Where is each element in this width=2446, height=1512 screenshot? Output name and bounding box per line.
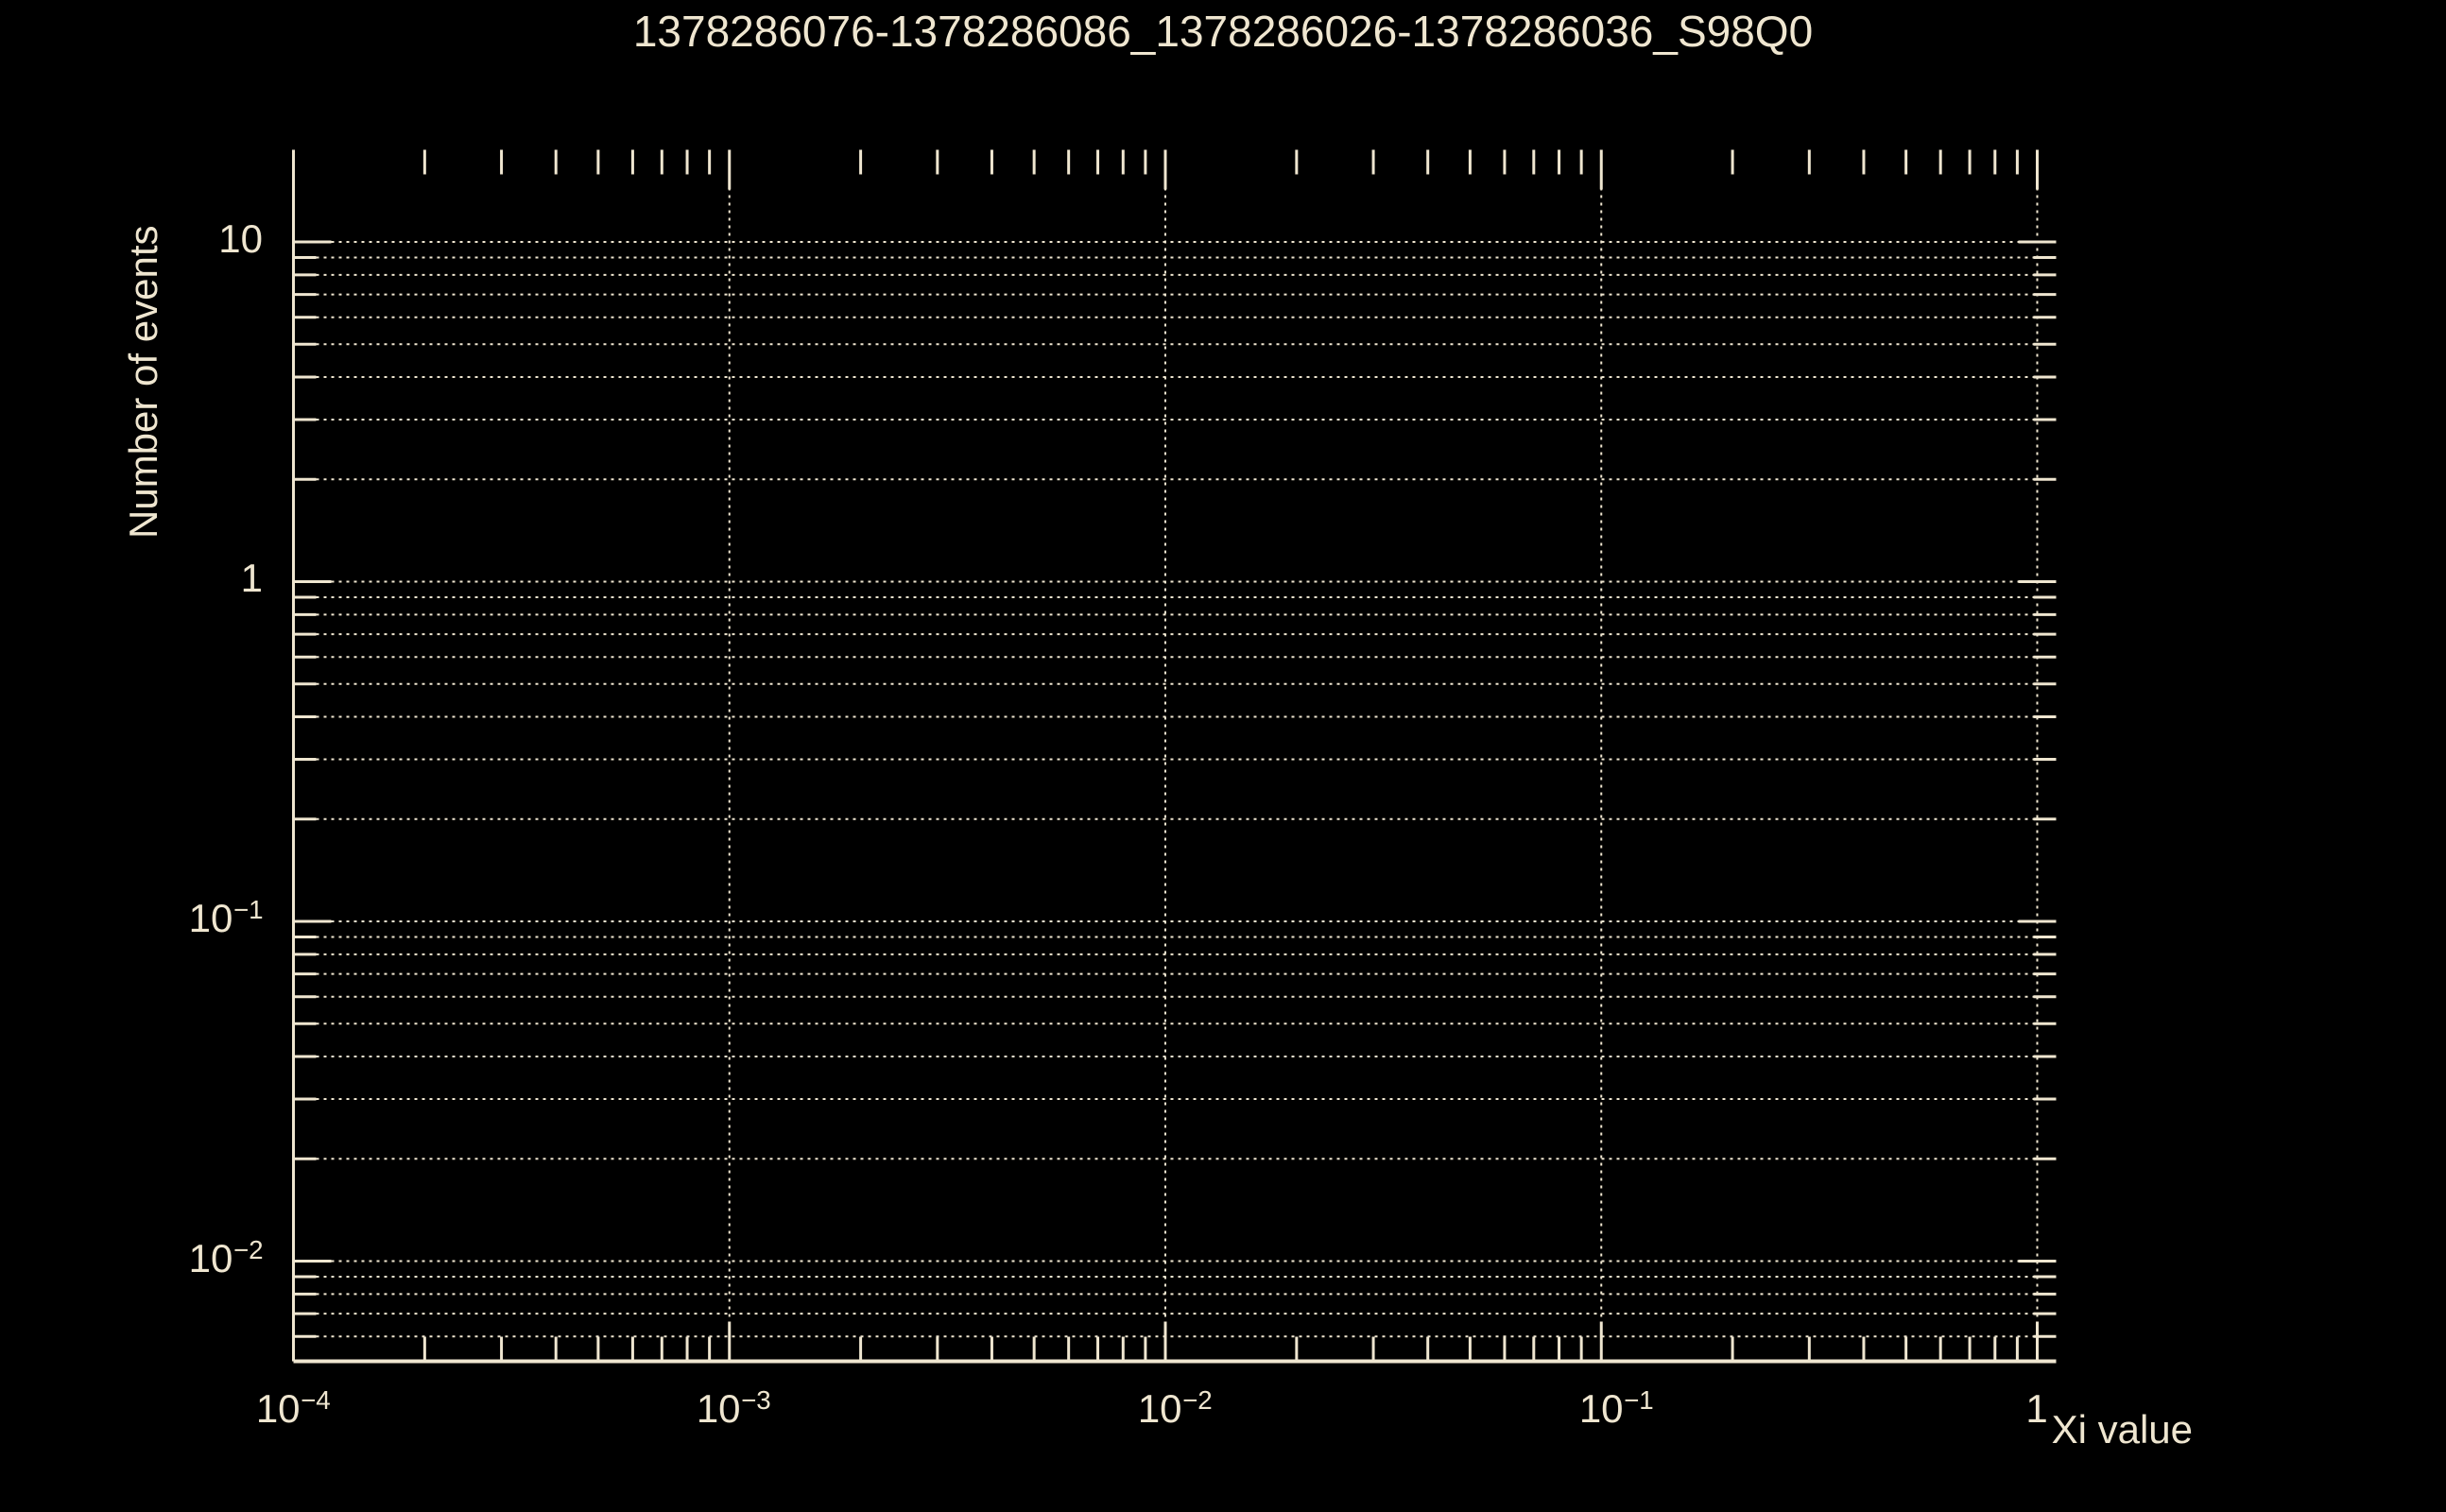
x-tick-label-1e-3: 10−3	[696, 1384, 771, 1431]
x-tick-label-1e-2: 10−2	[1137, 1384, 1213, 1431]
page-title: 1378286076-1378286086_1378286026-1378286…	[632, 7, 1814, 56]
x-tick-label-1e-4: 10−4	[255, 1384, 331, 1431]
x-tick-label-1e-1: 10−1	[1578, 1384, 1654, 1431]
y-tick-label-10: 10	[218, 216, 263, 261]
x-tick-label-1: 1	[2025, 1386, 2048, 1431]
y-tick-label-1: 1	[240, 556, 263, 600]
x-axis-title: Xi value	[2051, 1407, 2193, 1452]
y-tick-label-1e-1: 10−1	[188, 894, 264, 940]
y-tick-label-1e-2: 10−2	[188, 1234, 264, 1280]
